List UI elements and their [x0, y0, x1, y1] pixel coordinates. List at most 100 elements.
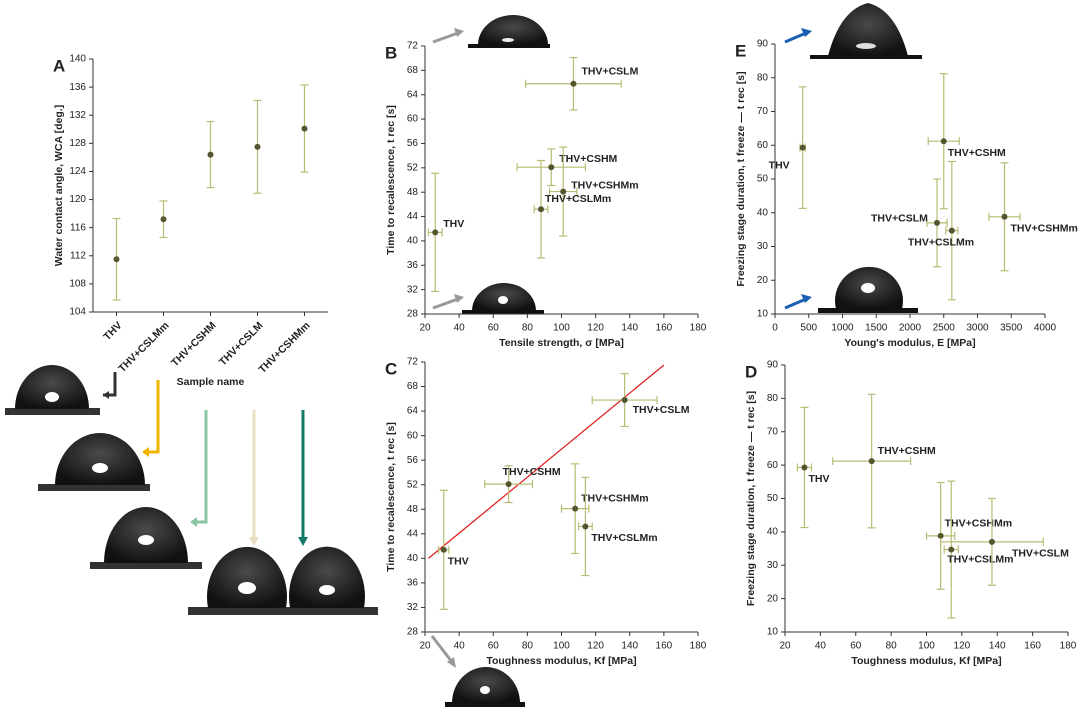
x-tick-label: 80 — [522, 641, 534, 652]
x-tick-label: 2500 — [933, 323, 956, 334]
data-point — [868, 458, 875, 465]
data-point — [505, 481, 512, 488]
panel-letter: C — [385, 359, 397, 378]
y-tick-label: 140 — [69, 54, 86, 65]
y-tick-label: 32 — [407, 602, 419, 613]
y-tick-label: 52 — [407, 479, 419, 490]
y-tick-label: 10 — [767, 627, 779, 638]
x-tick-label: 160 — [656, 641, 673, 652]
point-label: THV+CSHMm — [945, 518, 1012, 530]
point-label: THV+CSHM — [503, 466, 561, 478]
x-tick-label: 60 — [488, 641, 500, 652]
y-tick-label: 40 — [767, 527, 779, 538]
data-point — [440, 546, 447, 553]
point-label: THV+CSLMm — [908, 236, 974, 248]
point-label: THV — [769, 159, 790, 171]
point-label: THV+CSLM — [633, 404, 690, 416]
y-tick-label: 56 — [407, 138, 419, 149]
point-label: THV+CSLMm — [591, 532, 657, 544]
arrows — [103, 28, 812, 668]
x-tick-label: 20 — [419, 323, 431, 334]
data-point — [548, 164, 555, 171]
point-label: THV+CSLM — [871, 213, 928, 225]
x-tick-label: 1000 — [831, 323, 854, 334]
y-tick-label: 120 — [69, 194, 86, 205]
x-tick-label: 100 — [553, 641, 570, 652]
y-axis-label: Time to recalescence, t rec [s] — [385, 422, 397, 572]
data-point — [570, 80, 577, 87]
x-tick-label: 180 — [1060, 641, 1077, 652]
y-tick-label: 40 — [757, 207, 769, 218]
x-tick-label: 140 — [621, 323, 638, 334]
y-tick-label: 60 — [767, 460, 779, 471]
y-tick-label: 90 — [757, 39, 769, 50]
y-tick-label: 116 — [70, 222, 86, 233]
y-tick-label: 70 — [767, 426, 779, 437]
data-point — [948, 227, 955, 234]
x-tick-label: 3000 — [966, 323, 989, 334]
y-tick-label: 80 — [767, 393, 779, 404]
data-point — [801, 464, 808, 471]
y-tick-label: 72 — [407, 357, 419, 368]
y-tick-label: 90 — [767, 360, 779, 371]
data-point — [934, 219, 940, 226]
point-label: THV+CSLMm — [545, 193, 611, 205]
point-label: THV+CSHMm — [581, 492, 648, 504]
y-tick-label: 30 — [767, 560, 779, 571]
y-tick-label: 50 — [757, 174, 769, 185]
y-tick-label: 68 — [407, 65, 419, 76]
x-tick-label: 120 — [587, 641, 604, 652]
x-tick-label: 20 — [419, 641, 431, 652]
y-tick-label: 60 — [757, 140, 769, 151]
y-tick-label: 28 — [407, 627, 419, 638]
y-tick-label: 20 — [757, 275, 769, 286]
point-label: THV — [443, 218, 464, 230]
point-label: THV+CSHM — [948, 147, 1006, 159]
x-tick-label: 2000 — [899, 323, 922, 334]
y-tick-label: 28 — [407, 309, 419, 320]
x-tick-label: 40 — [454, 641, 466, 652]
y-tick-label: 52 — [407, 162, 419, 173]
droplet-images — [5, 3, 922, 707]
x-tick-label: 80 — [522, 323, 534, 334]
y-tick-label: 10 — [757, 309, 769, 320]
y-tick-label: 68 — [407, 381, 419, 392]
data-point — [572, 505, 579, 512]
y-tick-label: 132 — [69, 110, 86, 121]
y-tick-label: 36 — [407, 260, 419, 271]
y-tick-label: 64 — [407, 89, 419, 100]
point-label: THV — [448, 556, 469, 568]
y-tick-label: 112 — [70, 250, 86, 261]
x-tick-label: 180 — [690, 323, 707, 334]
point-label: THV+CSLMm — [947, 553, 1013, 565]
y-tick-label: 48 — [407, 187, 419, 198]
x-tick-label: 40 — [454, 323, 466, 334]
y-axis-label: Freezing stage duration, t freeze — t re… — [735, 71, 747, 286]
x-tick-label: 1500 — [865, 323, 888, 334]
data-point — [937, 532, 944, 539]
x-tick-label: 4000 — [1034, 323, 1057, 334]
data-point — [301, 125, 308, 132]
y-tick-label: 40 — [407, 553, 419, 564]
y-tick-label: 108 — [69, 279, 86, 290]
x-axis-label: Sample name — [177, 376, 245, 388]
point-label: THV+CSLM — [581, 66, 638, 78]
x-tick-label: 120 — [954, 641, 971, 652]
data-point — [538, 206, 545, 213]
panel-letter: E — [735, 41, 746, 60]
y-tick-label: 44 — [407, 528, 419, 539]
y-tick-label: 72 — [407, 41, 419, 52]
y-tick-label: 20 — [767, 593, 779, 604]
data-point — [207, 151, 214, 158]
y-axis-label: Freezing stage duration, t freeze — t re… — [745, 391, 757, 606]
data-point — [799, 144, 806, 151]
y-axis-label: Time to recalescence, t rec [s] — [385, 105, 397, 255]
data-point — [621, 397, 628, 404]
point-label: THV+CSHM — [559, 153, 617, 165]
x-tick-label: 100 — [553, 323, 570, 334]
y-tick-label: 50 — [767, 493, 779, 504]
data-point — [1001, 213, 1008, 220]
y-tick-label: 136 — [69, 82, 86, 93]
data-point — [582, 523, 589, 530]
y-tick-label: 36 — [407, 578, 419, 589]
